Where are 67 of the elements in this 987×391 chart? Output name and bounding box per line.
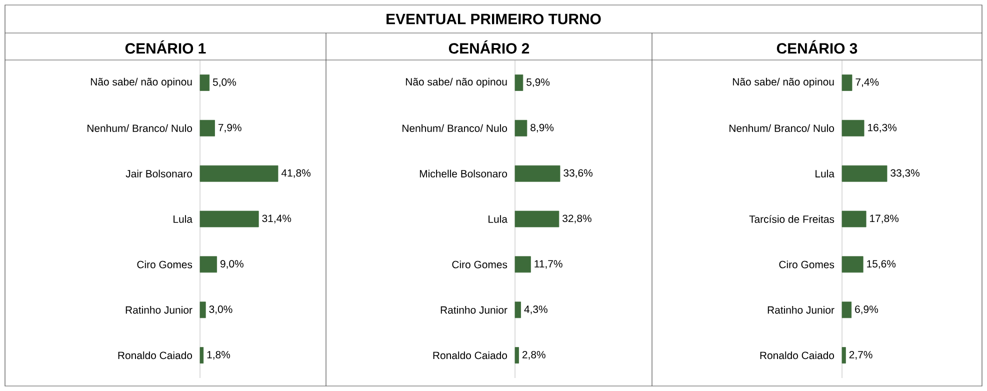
data-label: 6,9% [855, 306, 878, 314]
y-tick-label: Não sabe/ não opinou [406, 78, 507, 88]
data-label: 15,6% [867, 260, 896, 269]
bar [200, 74, 210, 91]
bar [842, 302, 852, 318]
chart-title: CENÁRIO 1 [125, 40, 206, 54]
chart-title: CENÁRIO 3 [776, 40, 858, 54]
data-label: 2,7% [849, 350, 872, 360]
text: EVENTUAL PRIMEIRO TURNO [386, 14, 601, 24]
data-label: 33,3% [890, 169, 920, 178]
data-label: 9,0% [220, 260, 244, 269]
data-label: 11,7% [534, 260, 562, 269]
bar [842, 165, 888, 182]
y-tick-label: Ciro Gomes [779, 260, 834, 268]
y-tick-label: Não sabe/ não opinou [732, 78, 834, 88]
data-label: 5,0% [212, 78, 236, 88]
data-label: 3,0% [209, 306, 232, 314]
data-label: 4,3% [524, 306, 548, 314]
bar [514, 256, 531, 273]
bar [514, 120, 528, 136]
chart-title: CENÁRIO 2 [448, 40, 530, 54]
data-label: 1,8% [207, 350, 230, 360]
y-tick-label: Ronaldo Caiado [760, 351, 834, 360]
bar [514, 210, 560, 228]
bar [514, 165, 560, 182]
data-label: 7,9% [218, 124, 242, 132]
y-tick-label: Nenhum/ Branco/ Nulo [402, 124, 508, 132]
y-tick-label: Michelle Bolsonaro [420, 170, 508, 178]
data-label: 8,9% [530, 124, 554, 132]
bar [842, 210, 866, 228]
bar [842, 120, 864, 136]
y-tick-label: Nenhum/ Branco/ Nulo [730, 124, 834, 132]
data-label: 5,9% [526, 78, 550, 88]
data-label: 41,8% [281, 169, 310, 178]
data-label: 17,8% [870, 214, 899, 224]
y-tick-label: Jair Bolsonaro [126, 170, 192, 178]
bar [842, 347, 846, 364]
y-tick-label: Ciro Gomes [452, 260, 508, 268]
y-tick-label: Lula [488, 215, 508, 223]
data-label: 7,4% [856, 78, 879, 88]
y-tick-label: Lula [174, 215, 192, 223]
bar [200, 210, 259, 228]
y-tick-label: Ratinho Junior [126, 306, 192, 314]
data-label: 33,6% [564, 169, 592, 178]
data-label: 32,8% [562, 214, 592, 224]
data-label: 31,4% [262, 214, 292, 224]
data-label: 16,3% [868, 124, 897, 132]
bar [200, 302, 206, 318]
bar [200, 120, 215, 136]
bar [514, 347, 519, 364]
y-tick-label: Ciro Gomes [137, 260, 192, 268]
y-tick-label: Ratinho Junior [768, 306, 834, 314]
bar [514, 74, 524, 91]
data-label: 2,8% [522, 350, 546, 360]
y-tick-label: Tarcísio de Freitas [749, 215, 834, 223]
bar [514, 302, 521, 318]
bar [200, 347, 204, 364]
y-tick-label: Não sabe/ não opinou [90, 78, 192, 88]
y-tick-label: Ronaldo Caiado [433, 351, 508, 360]
bar [200, 165, 278, 182]
y-tick-label: Nenhum/ Branco/ Nulo [88, 124, 192, 132]
y-tick-label: Ratinho Junior [440, 306, 508, 314]
bar [842, 256, 864, 273]
y-tick-label: Lula [816, 170, 834, 178]
bar [842, 74, 852, 91]
bar [200, 256, 217, 273]
y-tick-label: Ronaldo Caiado [118, 351, 192, 360]
